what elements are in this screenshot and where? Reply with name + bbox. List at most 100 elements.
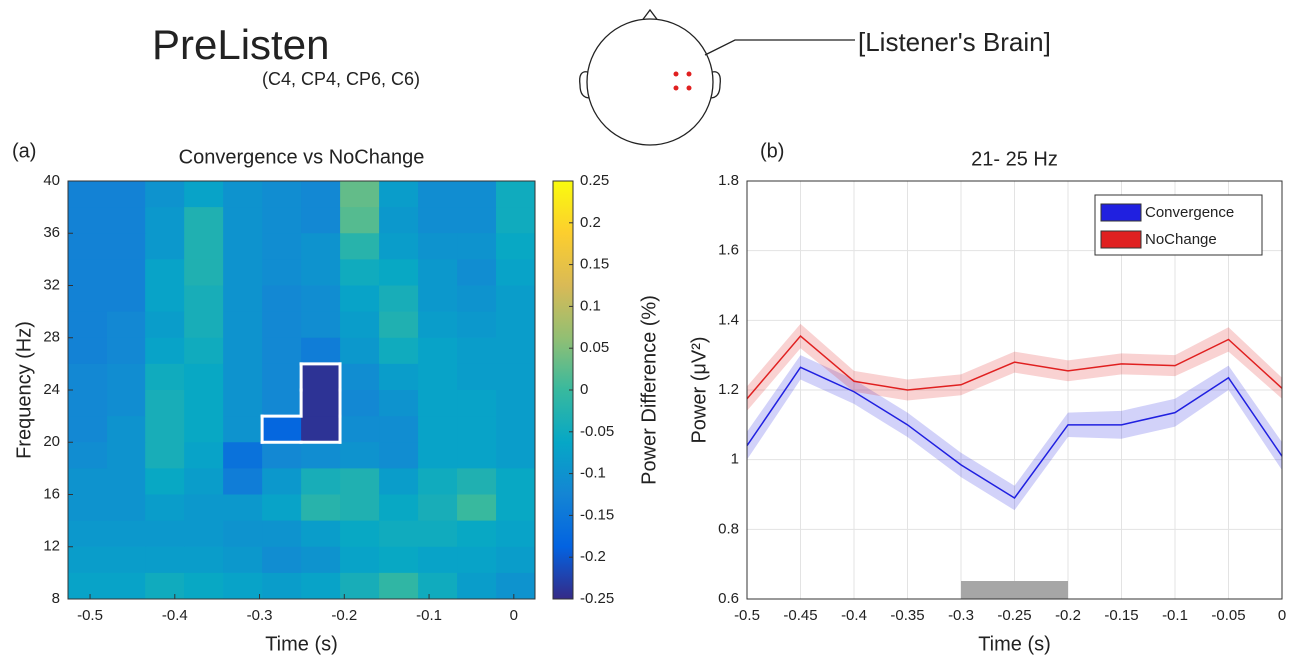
heatmap-cell	[184, 468, 224, 495]
heatmap-cell	[262, 390, 302, 417]
heatmap-cell	[418, 337, 458, 365]
heatmap-cell	[184, 181, 224, 208]
heatmap-cell	[496, 390, 536, 417]
heatmap-cell	[457, 259, 497, 286]
heatmap-cell	[457, 285, 497, 313]
colorbar-tick-label: -0.2	[580, 548, 606, 565]
heatmap-cell	[379, 181, 419, 208]
heatmap-cell	[379, 416, 419, 443]
heatmap-cell	[301, 181, 341, 208]
heatmap-cell	[223, 311, 263, 339]
heatmap-cell	[379, 285, 419, 313]
heatmap-cell	[107, 572, 147, 600]
legend-label: NoChange	[1145, 231, 1217, 248]
heatmap-cell	[184, 311, 224, 339]
heatmap-cell	[340, 546, 380, 574]
heatmap-cell	[223, 572, 263, 600]
heatmap-cell	[301, 390, 341, 417]
heatmap-cell	[184, 363, 224, 391]
heatmap-cell	[340, 442, 380, 469]
heatmap-cell	[457, 468, 497, 495]
heatmap-cell	[301, 442, 341, 469]
heatmap-cell	[301, 520, 341, 548]
y-tick-label: 1.2	[718, 381, 739, 398]
heatmap-cell	[223, 390, 263, 417]
heatmap-cell	[301, 337, 341, 365]
heatmap-cell	[107, 337, 147, 365]
heatmap-cell	[496, 494, 536, 522]
heatmap-cell	[107, 442, 147, 469]
heatmap-cell	[107, 259, 147, 286]
heatmap-cell	[340, 285, 380, 313]
heatmap-cell	[184, 546, 224, 574]
heatmap-cell	[379, 311, 419, 339]
series-line	[746, 366, 1283, 499]
heatmap-cell	[301, 416, 341, 443]
heatmap-cell	[340, 468, 380, 495]
heatmap-cell	[107, 207, 147, 234]
heatmap-cell	[496, 363, 536, 391]
heatmap-cell	[184, 207, 224, 234]
heatmap-cell	[496, 311, 536, 339]
heatmap-cell	[223, 546, 263, 574]
heatmap-cell	[457, 337, 497, 365]
heatmap-cell	[340, 572, 380, 600]
heatmap-cell	[379, 546, 419, 574]
heatmap-cell	[107, 285, 147, 313]
colorbar-tick-label: 0.05	[580, 339, 609, 356]
chart-title: 21- 25 Hz	[971, 148, 1058, 170]
heatmap-cell	[340, 311, 380, 339]
heatmap-cell	[301, 259, 341, 286]
heatmap-cell	[145, 285, 185, 313]
heatmap-cell	[418, 546, 458, 574]
heatmap-cell	[223, 181, 263, 208]
heatmap-cell	[107, 468, 147, 495]
heatmap-cell	[418, 572, 458, 600]
heatmap-cell	[418, 416, 458, 443]
heatmap-cell	[68, 416, 108, 443]
series-line	[746, 334, 1283, 400]
x-tick-label: -0.45	[783, 607, 817, 624]
heatmap-cell	[223, 337, 263, 365]
heatmap-cell	[68, 572, 108, 600]
heatmap-cell	[145, 468, 185, 495]
heatmap-cell	[68, 233, 108, 260]
heatmap-cell	[457, 233, 497, 260]
heatmap-cell	[496, 337, 536, 365]
heatmap-cell	[145, 520, 185, 548]
heatmap-cell	[145, 390, 185, 417]
heatmap-cell	[418, 442, 458, 469]
heatmap-cell	[262, 337, 302, 365]
heatmap-cell	[418, 311, 458, 339]
heatmap-cell	[184, 416, 224, 443]
legend-swatch	[1100, 203, 1142, 222]
heatmap-cell	[418, 520, 458, 548]
heatmap-cell	[301, 311, 341, 339]
heatmap-cell	[457, 311, 497, 339]
heatmap-cell	[301, 363, 341, 391]
heatmap-cell	[496, 468, 536, 495]
heatmap-cell	[68, 363, 108, 391]
heatmap-cell	[145, 442, 185, 469]
heatmap-cell	[68, 285, 108, 313]
heatmap-cell	[301, 207, 341, 234]
heatmap-cell	[418, 285, 458, 313]
panel-label: (b)	[760, 140, 784, 162]
heatmap-cell	[107, 416, 147, 443]
x-tick-label: -0.4	[841, 607, 867, 624]
page-subtitle: (C4, CP4, CP6, C6)	[262, 69, 420, 89]
heatmap-cell	[496, 416, 536, 443]
heatmap-cell	[496, 233, 536, 260]
significance-bar	[961, 581, 1068, 599]
colorbar-label: Power Difference (%)	[638, 295, 660, 485]
heatmap-cell	[107, 233, 147, 260]
heatmap-cell	[262, 416, 302, 443]
heatmap-cell	[379, 572, 419, 600]
heatmap-cell	[184, 259, 224, 286]
heatmap-cell	[340, 259, 380, 286]
x-tick-label: -0.3	[948, 607, 974, 624]
y-tick-label: 28	[43, 329, 60, 346]
heatmap-cell	[379, 207, 419, 234]
colorbar-tick-label: 0.1	[580, 297, 601, 314]
